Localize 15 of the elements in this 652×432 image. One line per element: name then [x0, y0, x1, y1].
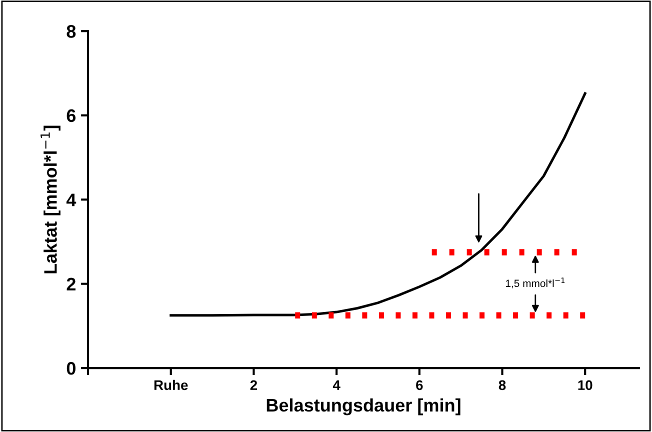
line-series [170, 92, 586, 317]
x-axis-title: Belastungsdauer [min] [266, 398, 460, 416]
y-tick-label: 6 [66, 109, 76, 122]
x-tick-label: 8 [498, 380, 506, 390]
x-tick-label: Ruhe [154, 380, 188, 390]
y-tick-label: 0 [66, 362, 76, 375]
annotation: 1,5 mmol*l$^{−1}$ [506, 278, 565, 288]
y-tick-label: 8 [66, 25, 76, 38]
x-tick-label: 4 [332, 380, 340, 390]
y-tick-label: 4 [66, 194, 76, 206]
x-tick-label: 6 [416, 380, 423, 390]
x-tick-label: 10 [578, 380, 592, 390]
y-tick-label: 2 [66, 278, 76, 290]
x-tick-label: 2 [250, 380, 258, 390]
y-axis-title: Laktat [mmol*l$^{−1}$] [40, 126, 60, 274]
